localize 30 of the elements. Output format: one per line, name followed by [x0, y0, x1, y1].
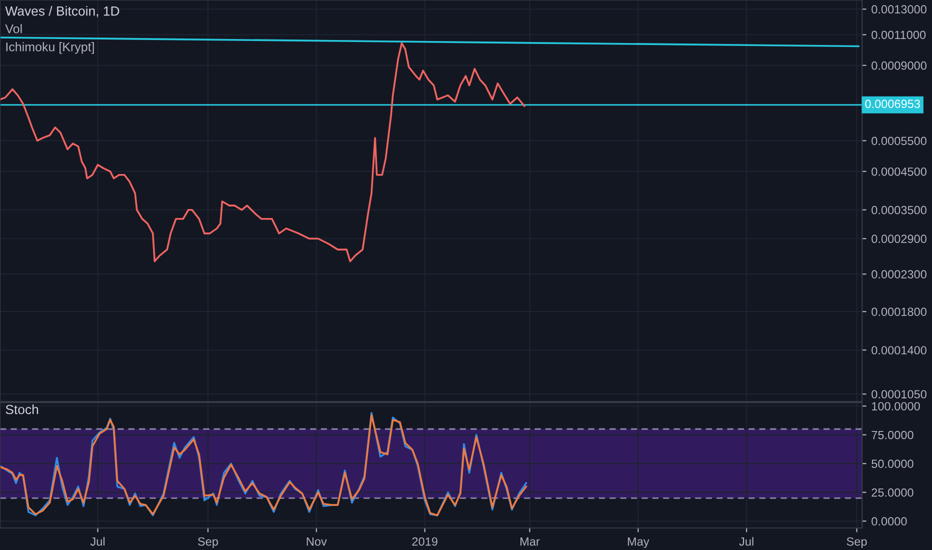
annotation: Vol: [5, 24, 22, 34]
y-tick-label: 0.0001050: [872, 390, 926, 398]
x-tick-label: May: [628, 537, 650, 548]
x-tick-label: Nov: [306, 537, 327, 546]
y-tick-label: 100.0000: [872, 402, 920, 410]
y-tick-label: 0.0002900: [872, 234, 926, 244]
y-tick-label: 0.0002300: [872, 270, 926, 278]
y-tick-label: 0.0013000: [872, 5, 926, 14]
y-tick-label: 50.0000: [872, 460, 914, 468]
y-tick-label: 0.0000: [872, 517, 907, 526]
y-tick-label: 0.0001800: [872, 308, 926, 316]
x-tick-label: Mar: [520, 537, 540, 546]
y-tick-label: 0.0011000: [872, 30, 926, 40]
chart-title: Stoch: [6, 404, 38, 414]
y-tick-label: 25.0000: [872, 488, 914, 497]
y-tick-label: 0.0001400: [872, 346, 926, 354]
annotation: Ichimoku [Krypt]: [6, 42, 94, 54]
line-series: [0, 42, 526, 262]
ref-line-label: 0.0006953: [865, 100, 920, 108]
x-tick-label: Sep: [846, 537, 867, 548]
x-tick-label: Jul: [90, 537, 105, 546]
y-tick-label: 75.0000: [872, 430, 914, 440]
y-tick-label: 0.0005500: [872, 136, 926, 146]
y-tick-label: 0.0004500: [872, 167, 926, 176]
y-tick-label: 0.0009000: [872, 61, 926, 70]
chart-title: Waves / Bitcoin, 1D: [5, 6, 120, 18]
y-tick-label: 0.0003500: [872, 206, 926, 214]
x-tick-label: Sep: [198, 537, 218, 548]
x-tick-label: Jul: [739, 537, 754, 546]
x-tick-label: 2019: [412, 537, 438, 546]
